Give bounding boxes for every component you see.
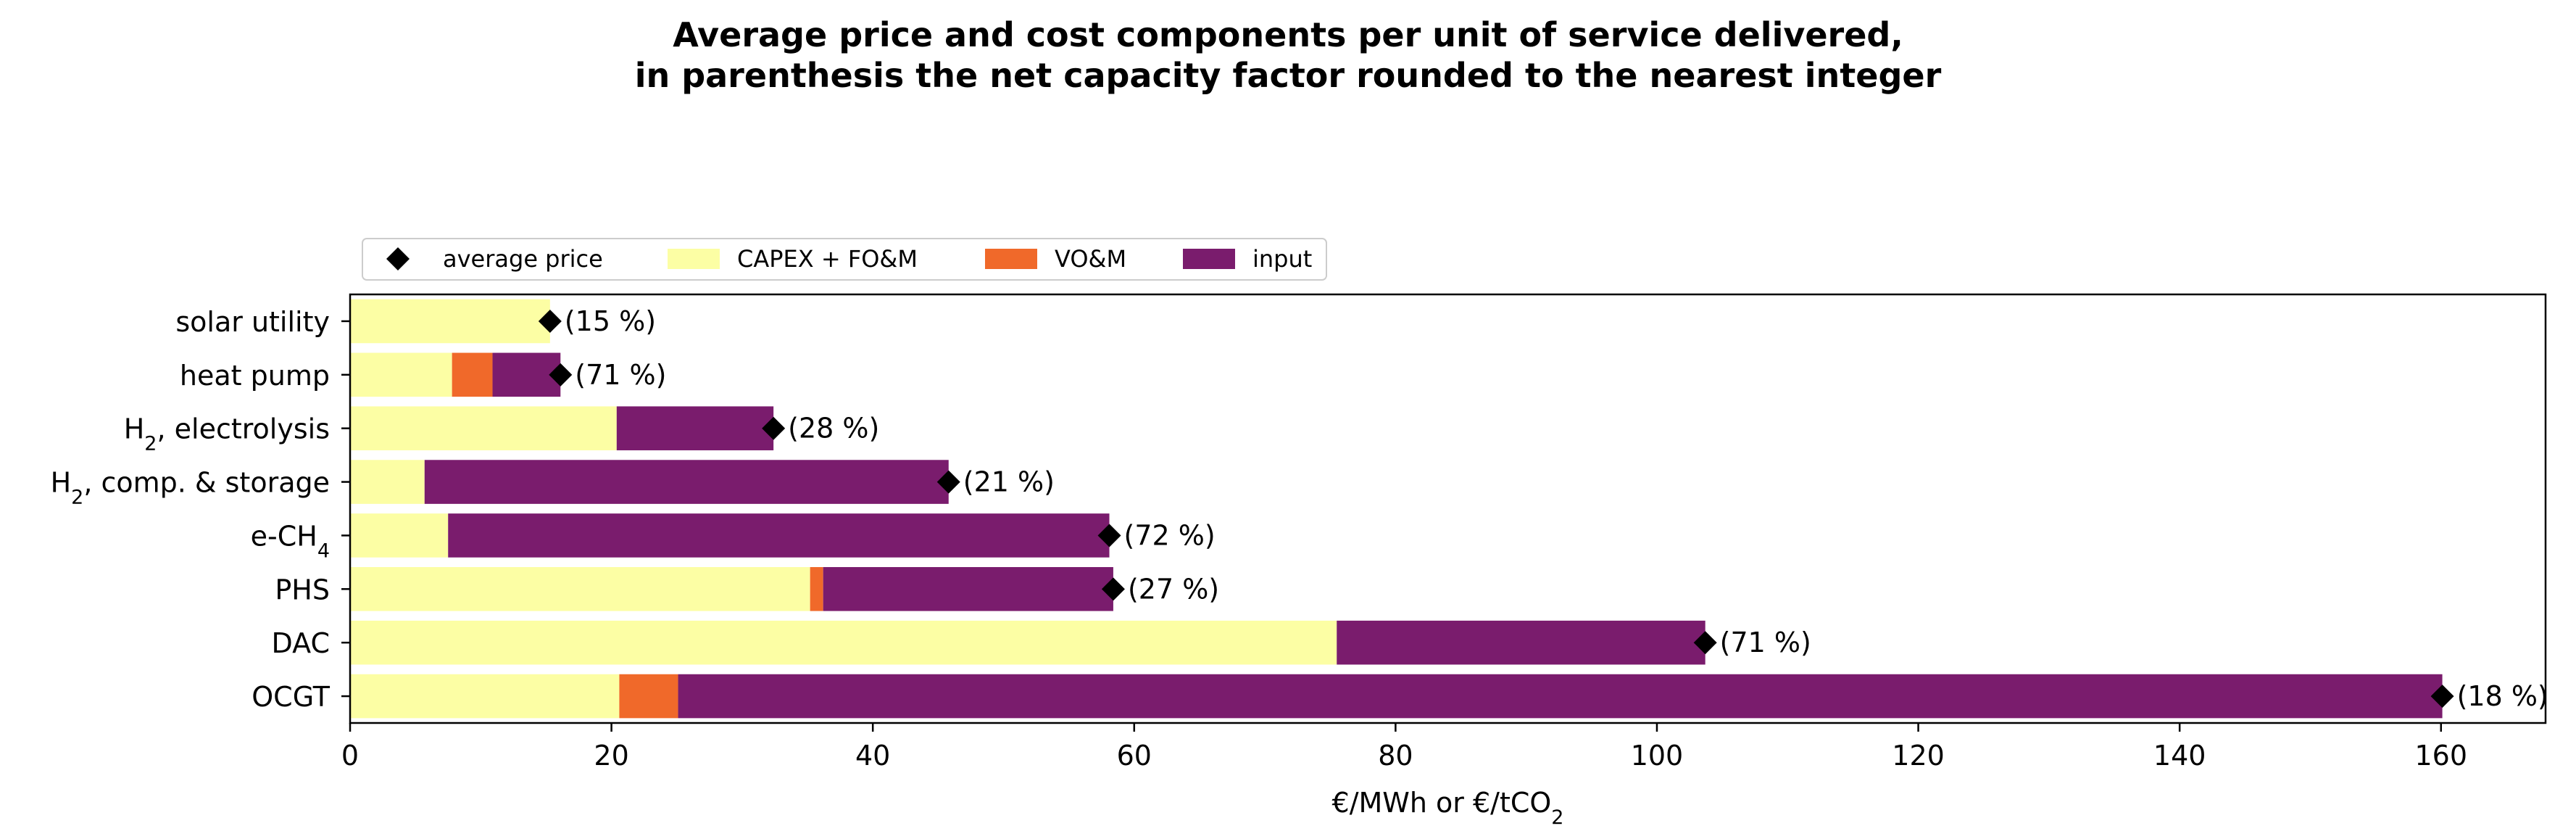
bar-segment-input (424, 460, 949, 504)
y-tick-label: H2, electrolysis (124, 413, 330, 455)
bar-segment-capex (350, 567, 810, 611)
bar-segment-input (448, 513, 1110, 558)
x-tick-label: 40 (855, 740, 890, 772)
bar-segment-capex (350, 406, 617, 450)
bar-segment-capex (350, 513, 449, 558)
bar-segment-vom (619, 674, 678, 719)
legend: average price CAPEX + FO&M VO&M input (362, 238, 1327, 281)
x-tick-label: 20 (594, 740, 628, 772)
capacity-factor-label: (28 %) (788, 413, 879, 445)
legend-label: VO&M (1055, 245, 1126, 273)
y-tick-label: OCGT (252, 681, 331, 713)
x-axis-label: €/MWh or €/tCO2 (1332, 787, 1564, 829)
average-price-marker (1097, 524, 1121, 547)
average-price-marker (762, 416, 786, 440)
bars-group (350, 299, 2443, 719)
bar-segment-input (823, 567, 1113, 611)
average-price-markers (538, 309, 2454, 708)
bar-segment-capex (350, 620, 1337, 665)
capacity-factor-labels: (15 %) (71 %) (28 %) (21 %) (72 %) (27 %) (71 … (565, 305, 2548, 712)
x-tick-label: 120 (1892, 740, 1945, 772)
capacity-factor-label: (15 %) (565, 305, 656, 337)
bar-segment-vom (810, 567, 823, 611)
chart-subtitle: in parenthesis the net capacity factor r… (635, 56, 1942, 95)
bar-segment-input (678, 674, 2443, 719)
bar-segment-capex (350, 352, 452, 397)
x-tick-label: 140 (2153, 740, 2206, 772)
x-tick-label: 100 (1631, 740, 1684, 772)
capacity-factor-label: (27 %) (1128, 573, 1219, 605)
plot-frame (349, 293, 2547, 724)
capacity-factor-label: (21 %) (963, 466, 1055, 498)
bar-segment-vom (452, 352, 493, 397)
x-tick-label: 60 (1117, 740, 1152, 772)
capacity-factor-label: (18 %) (2457, 680, 2548, 712)
average-price-marker (1101, 577, 1125, 601)
capacity-factor-label: (71 %) (575, 359, 666, 391)
legend-swatch (668, 249, 720, 269)
legend-label: CAPEX + FO&M (737, 245, 918, 273)
average-price-marker (2430, 685, 2454, 708)
capacity-factor-label: (71 %) (1720, 627, 1811, 658)
average-price-marker (549, 363, 573, 387)
bar-segment-capex (350, 674, 620, 719)
x-axis-ticks: 0 20 40 60 80 100 120 140 160 (341, 723, 2467, 772)
average-price-marker (538, 309, 562, 333)
y-axis-ticks: solar utility heat pump H2, electrolysis H2… (51, 306, 350, 713)
legend-label-average-price: average price (443, 245, 603, 273)
average-price-marker (1693, 631, 1717, 655)
legend-swatch (985, 249, 1037, 269)
legend-swatch (1183, 249, 1235, 269)
legend-label: input (1252, 245, 1312, 273)
x-tick-label: 160 (2414, 740, 2467, 772)
y-tick-label: H2, comp. & storage (51, 467, 330, 509)
bar-segment-input (1337, 620, 1705, 665)
chart-title: Average price and cost components per un… (673, 15, 1903, 54)
x-tick-label: 80 (1378, 740, 1413, 772)
bar-segment-input (616, 406, 774, 450)
y-tick-label: PHS (275, 574, 330, 606)
average-price-marker (936, 470, 960, 494)
bar-segment-capex (350, 460, 425, 504)
x-tick-label: 0 (341, 740, 359, 772)
y-tick-label: DAC (272, 627, 330, 659)
y-tick-label: e-CH4 (251, 520, 330, 562)
legend-frame (362, 238, 1327, 281)
capacity-factor-label: (72 %) (1124, 519, 1216, 551)
bar-segment-capex (350, 299, 550, 344)
y-tick-label: solar utility (175, 306, 330, 338)
y-tick-label: heat pump (180, 360, 330, 392)
legend-marker-average-price (386, 247, 410, 270)
